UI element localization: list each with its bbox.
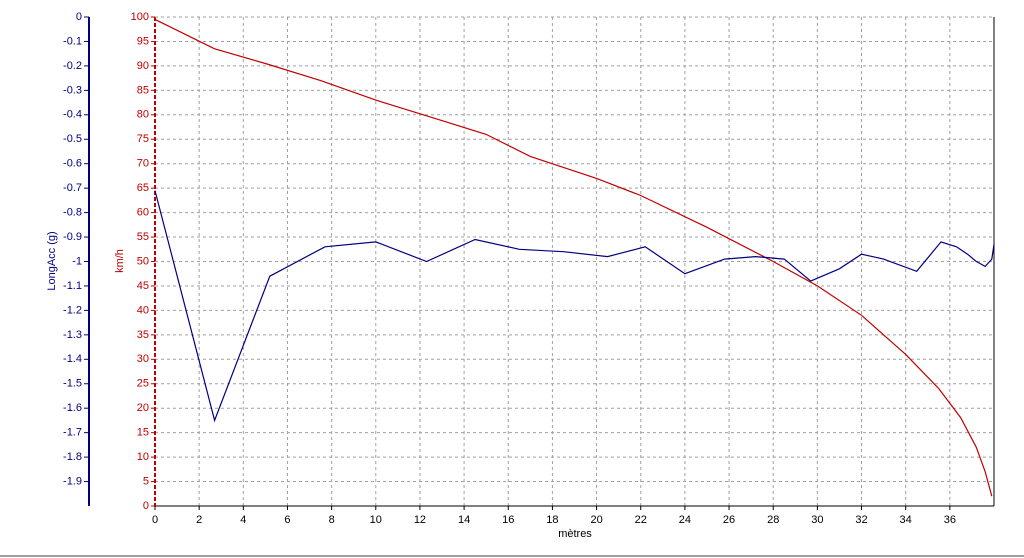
x-tick-label: 8 (329, 514, 335, 526)
y-tick-label: 90 (137, 60, 149, 72)
line (154, 190, 995, 423)
x-tick-label: 6 (284, 514, 290, 526)
y2-tick-label: -1.3 (63, 329, 82, 341)
y-tick-label: 95 (137, 35, 149, 47)
x-tick-label: 36 (944, 514, 956, 526)
y2-tick-label: -1.5 (63, 378, 82, 390)
x-tick-label: 28 (767, 514, 779, 526)
y2-tick-label: -1.7 (63, 427, 82, 439)
y-tick-label: 20 (137, 402, 149, 414)
y-tick-label: 75 (137, 133, 149, 145)
y2-tick-label: -1.6 (63, 402, 82, 414)
y-tick-label: 30 (137, 353, 149, 365)
y-tick-label: 45 (137, 280, 149, 292)
x-tick-label: 2 (196, 514, 202, 526)
y2-tick-label: 0 (76, 11, 82, 23)
y-tick-label: 70 (137, 158, 149, 170)
y2-tick-label: -1.8 (63, 451, 82, 463)
y2-axis-label: LongAcc (g) (46, 231, 58, 290)
x-tick-label: 12 (414, 514, 426, 526)
x-tick-label: 30 (811, 514, 823, 526)
y-tick-label: 85 (137, 84, 149, 96)
x-tick-label: 18 (546, 514, 558, 526)
y2-tick-label: -0.8 (63, 207, 82, 219)
y-tick-label: 100 (131, 11, 149, 23)
x-tick-label: 16 (502, 514, 514, 526)
y2-tick-label: -0.4 (63, 109, 82, 121)
y-tick-label: 55 (137, 231, 149, 243)
y2-tick-label: -1.9 (63, 475, 82, 487)
y2-tick-label: -0.3 (63, 84, 82, 96)
y2-tick-label: -1 (72, 255, 82, 267)
y-tick-label: 50 (137, 255, 149, 267)
x-tick-label: 24 (679, 514, 691, 526)
x-tick-label: 10 (370, 514, 382, 526)
y-tick-label: 0 (143, 500, 149, 512)
y-tick-label: 65 (137, 182, 149, 194)
y-tick-label: 80 (137, 109, 149, 121)
y2-tick-label: -0.9 (63, 231, 82, 243)
x-tick-label: 0 (152, 514, 158, 526)
x-tick-label: 32 (855, 514, 867, 526)
y-tick-label: 25 (137, 378, 149, 390)
y-tick-label: 10 (137, 451, 149, 463)
x-tick-label: 26 (723, 514, 735, 526)
y2-tick-label: -0.5 (63, 133, 82, 145)
y-tick-label: 15 (137, 427, 149, 439)
y-axis-label: km/h (114, 249, 126, 273)
y2-tick-label: -0.1 (63, 35, 82, 47)
y-tick-label: 5 (143, 475, 149, 487)
x-tick-label: 4 (240, 514, 246, 526)
y2-tick-label: -1.4 (63, 353, 82, 365)
x-tick-label: 14 (458, 514, 470, 526)
y2-tick-label: -1.1 (63, 280, 82, 292)
y-tick-label: 40 (137, 304, 149, 316)
y2-tick-label: -0.6 (63, 158, 82, 170)
y-tick-label: 60 (137, 207, 149, 219)
y2-tick-label: -0.7 (63, 182, 82, 194)
x-tick-label: 34 (900, 514, 912, 526)
y2-tick-label: -0.2 (63, 60, 82, 72)
line (154, 18, 993, 497)
x-axis-label: mètres (558, 528, 592, 540)
x-tick-label: 22 (635, 514, 647, 526)
y-tick-label: 35 (137, 329, 149, 341)
x-tick-label: 20 (590, 514, 602, 526)
y2-tick-label: -1.2 (63, 304, 82, 316)
